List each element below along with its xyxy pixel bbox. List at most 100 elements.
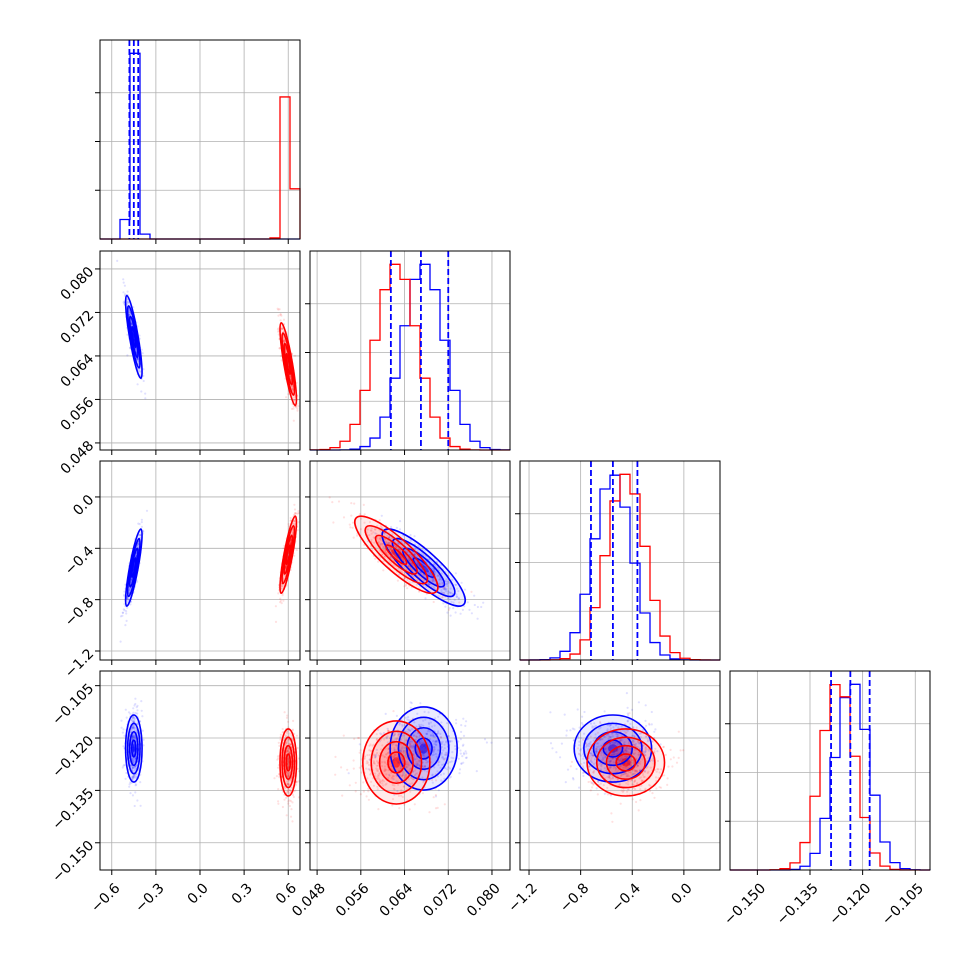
scatter-point <box>462 717 465 720</box>
scatter-point <box>282 577 285 580</box>
scatter-point <box>417 563 420 566</box>
scatter-point <box>126 290 129 293</box>
scatter-point <box>341 794 344 797</box>
scatter-point <box>412 750 415 753</box>
scatter-point <box>410 776 413 780</box>
scatter-point <box>412 734 415 737</box>
scatter-point <box>368 521 371 524</box>
scatter-point <box>388 541 391 544</box>
scatter-point <box>440 779 443 782</box>
scatter-point <box>468 608 471 612</box>
scatter-point <box>423 747 426 750</box>
scatter-point <box>390 548 393 551</box>
scatter-point <box>595 787 598 790</box>
scatter-point <box>388 555 392 558</box>
scatter-point <box>572 778 575 781</box>
scatter-point <box>127 300 130 303</box>
scatter-point <box>366 754 369 757</box>
scatter-point <box>127 598 130 602</box>
scatter-point <box>463 753 466 756</box>
scatter-point <box>128 785 131 788</box>
scatter-point <box>582 774 585 778</box>
scatter-point <box>369 769 372 772</box>
scatter-point <box>391 533 394 536</box>
scatter-point <box>295 406 298 409</box>
scatter-point <box>432 580 435 583</box>
scatter-point <box>614 741 617 744</box>
scatter-point <box>390 537 393 540</box>
scatter-point <box>447 597 450 601</box>
scatter-point <box>122 608 125 611</box>
scatter-point <box>427 582 430 586</box>
scatter-point <box>378 519 381 522</box>
scatter-point <box>612 776 615 779</box>
scatter-point <box>632 753 635 756</box>
scatter-point <box>407 761 410 765</box>
scatter-point <box>283 339 286 343</box>
scatter-point <box>381 542 384 545</box>
scatter-point <box>603 756 607 759</box>
scatter-point <box>583 710 586 714</box>
scatter-point <box>408 565 411 568</box>
scatter-point <box>129 781 132 784</box>
scatter-point <box>407 564 410 568</box>
scatter-point <box>296 746 299 750</box>
scatter-point <box>368 749 371 752</box>
scatter-point <box>448 598 451 601</box>
scatter-point <box>580 722 584 725</box>
scatter-point <box>440 596 443 599</box>
scatter-point <box>129 712 132 715</box>
scatter-point <box>432 749 435 752</box>
scatter-point <box>451 751 454 754</box>
scatter-point <box>280 585 283 588</box>
scatter-point <box>388 774 391 777</box>
scatter-point <box>138 334 141 337</box>
scatter-point <box>396 542 399 545</box>
scatter-point <box>374 772 377 775</box>
scatter-point <box>644 746 647 749</box>
scatter-point <box>603 767 606 770</box>
scatter-point <box>400 789 403 792</box>
scatter-point <box>122 278 125 281</box>
scatter-point <box>407 778 410 781</box>
scatter-point <box>420 741 423 744</box>
scatter-point <box>128 588 131 591</box>
scatter-point <box>370 780 373 784</box>
scatter-point <box>402 750 406 753</box>
scatter-point <box>598 727 601 730</box>
scatter-point <box>457 597 460 600</box>
scatter-point <box>647 749 651 752</box>
scatter-point <box>659 743 662 746</box>
scatter-point <box>434 752 437 756</box>
scatter-point <box>425 761 428 764</box>
scatter-point <box>446 762 449 765</box>
scatter-point <box>282 599 285 602</box>
scatter-point <box>294 520 297 523</box>
scatter-point <box>377 560 380 563</box>
scatter-point <box>402 785 406 788</box>
scatter-point <box>417 763 420 767</box>
scatter-point <box>378 774 381 777</box>
scatter-point <box>434 740 437 743</box>
scatter-point <box>626 760 629 763</box>
scatter-point <box>288 771 291 774</box>
scatter-point <box>432 569 435 572</box>
scatter-point <box>391 549 394 552</box>
scatter-point <box>417 759 420 762</box>
scatter-point <box>383 738 386 741</box>
scatter-point <box>395 556 399 559</box>
scatter-point <box>130 767 133 770</box>
scatter-point <box>420 743 423 746</box>
scatter-point <box>485 741 488 744</box>
scatter-point <box>421 751 424 754</box>
scatter-point <box>363 521 366 524</box>
scatter-point <box>441 755 444 758</box>
scatter-point <box>443 777 446 780</box>
scatter-point <box>401 723 404 726</box>
scatter-point <box>581 771 585 775</box>
scatter-point <box>396 761 400 764</box>
scatter-point <box>591 781 594 785</box>
scatter-point <box>278 744 281 748</box>
scatter-point <box>402 772 405 775</box>
scatter-point <box>416 562 419 565</box>
